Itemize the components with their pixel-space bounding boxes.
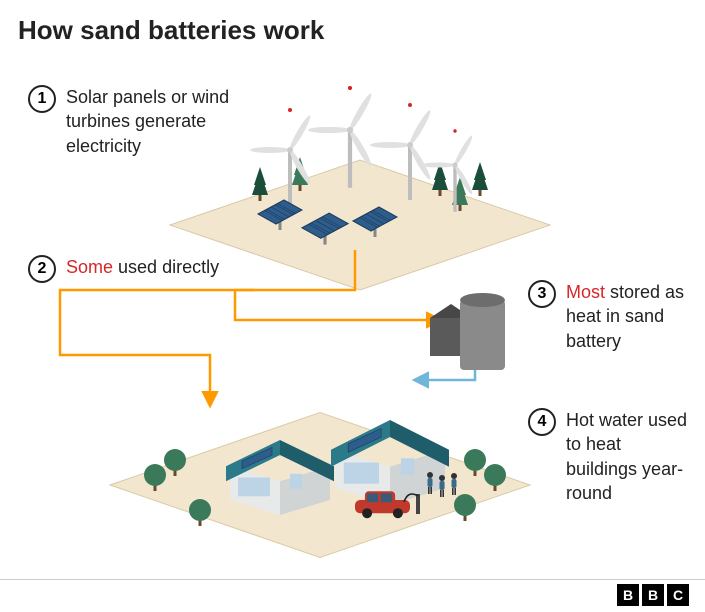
- step-4: 4 Hot water used to heat buildings year-…: [528, 408, 693, 505]
- step-3-text: Most stored as heat in sand battery: [566, 280, 693, 353]
- step-4-text: Hot water used to heat buildings year-ro…: [566, 408, 693, 505]
- step-1-text: Solar panels or wind turbines generate e…: [66, 85, 258, 158]
- step-3-number: 3: [528, 280, 556, 308]
- page-title: How sand batteries work: [18, 15, 324, 46]
- step-2: 2 Some used directly: [28, 255, 219, 283]
- logo-box-1: B: [617, 584, 639, 606]
- step-3: 3 Most stored as heat in sand battery: [528, 280, 693, 353]
- step-1-number: 1: [28, 85, 56, 113]
- footer-divider: [0, 579, 705, 580]
- step-2-number: 2: [28, 255, 56, 283]
- step-2-text: Some used directly: [66, 255, 219, 279]
- bbc-logo: B B C: [617, 584, 689, 606]
- step-1: 1 Solar panels or wind turbines generate…: [28, 85, 258, 158]
- logo-box-3: C: [667, 584, 689, 606]
- logo-box-2: B: [642, 584, 664, 606]
- step-4-number: 4: [528, 408, 556, 436]
